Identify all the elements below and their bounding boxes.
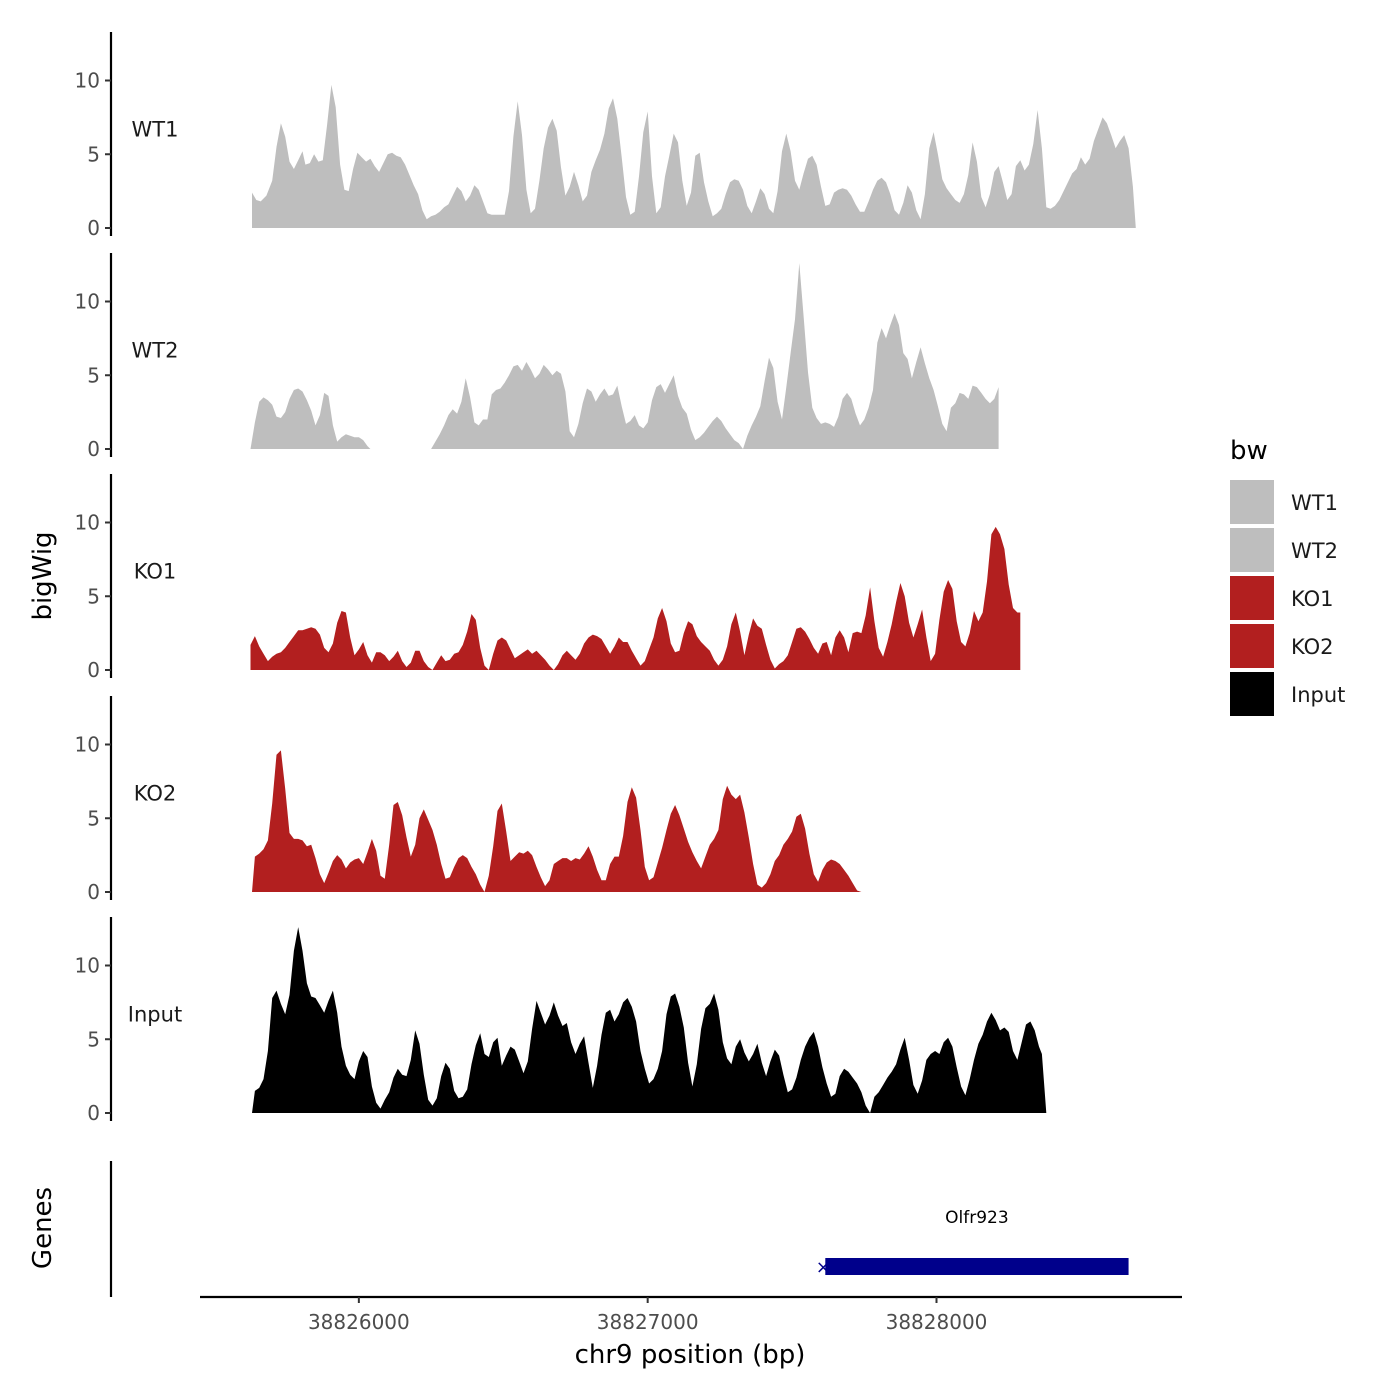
y-tick-label: 10 [75,69,100,93]
genes-axis-title: Genes [28,1187,58,1269]
legend-swatch [1230,624,1274,668]
gene-body [825,1258,1129,1275]
legend-item-input: Input [1230,672,1345,716]
legend-label: WT1 [1291,491,1338,515]
legend-item-wt1: WT1 [1230,480,1338,524]
track-label: KO1 [134,560,177,584]
tracks-layer: 0 5 10 WT1 0 5 10 WT2 0 5 10 KO1 0 5 10 KO2 0 5 10 Input [75,32,1136,1125]
legend-swatch [1230,480,1274,524]
track-label: WT1 [132,118,179,142]
legend-swatch [1230,576,1274,620]
gene-olfr923: × Olfr923 [816,1208,1129,1278]
y-tick-label: 5 [87,363,100,387]
x-axis: 38826000 38827000 38828000 [200,1295,1182,1334]
legend-label: KO1 [1291,587,1334,611]
track-wt2: 0 5 10 WT2 [75,253,999,461]
y-tick-label: 10 [75,290,100,314]
track-ko1: 0 5 10 KO1 [75,474,1021,682]
legend-title: bw [1230,436,1268,466]
legend-item-ko1: KO1 [1230,576,1334,620]
gene-strand-marker: × [816,1257,831,1278]
x-tick-label: 38827000 [597,1310,699,1334]
legend-label: KO2 [1291,635,1334,659]
legend-label: WT2 [1291,539,1338,563]
legend-item-wt2: WT2 [1230,528,1338,572]
y-tick-label: 5 [87,1027,100,1051]
y-tick-label: 0 [87,880,100,904]
gene-label: Olfr923 [945,1208,1009,1228]
legend-label: Input [1291,683,1345,707]
track-label: KO2 [134,782,177,806]
y-tick-label: 10 [75,733,100,757]
x-tick-label: 38826000 [308,1310,410,1334]
x-axis-title: chr9 position (bp) [575,1340,806,1370]
area-input [252,927,1047,1113]
area-ko1 [250,526,1021,670]
genes-layer: × Olfr923 [109,1161,1129,1297]
track-wt1: 0 5 10 WT1 [75,32,1136,240]
y-tick-label: 5 [87,142,100,166]
area-ko2 [252,750,862,892]
y-tick-label: 0 [87,216,100,240]
y-tick-label: 5 [87,806,100,830]
legend: bw WT1 WT2 KO1 KO2 Input [1230,436,1345,716]
track-label: WT2 [132,339,179,363]
y-tick-label: 10 [75,511,100,535]
y-tick-label: 0 [87,658,100,682]
y-axis-title: bigWig [28,531,58,620]
legend-swatch [1230,528,1274,572]
area-wt1 [252,84,1136,229]
track-ko2: 0 5 10 KO2 [75,696,862,904]
legend-item-ko2: KO2 [1230,624,1334,668]
track-input: 0 5 10 Input [75,917,1047,1125]
y-tick-label: 10 [75,954,100,978]
y-tick-label: 5 [87,584,100,608]
y-tick-label: 0 [87,437,100,461]
area-wt2 [250,263,999,449]
track-label: Input [128,1003,182,1027]
x-tick-label: 38828000 [886,1310,988,1334]
legend-swatch [1230,672,1274,716]
y-tick-label: 0 [87,1101,100,1125]
